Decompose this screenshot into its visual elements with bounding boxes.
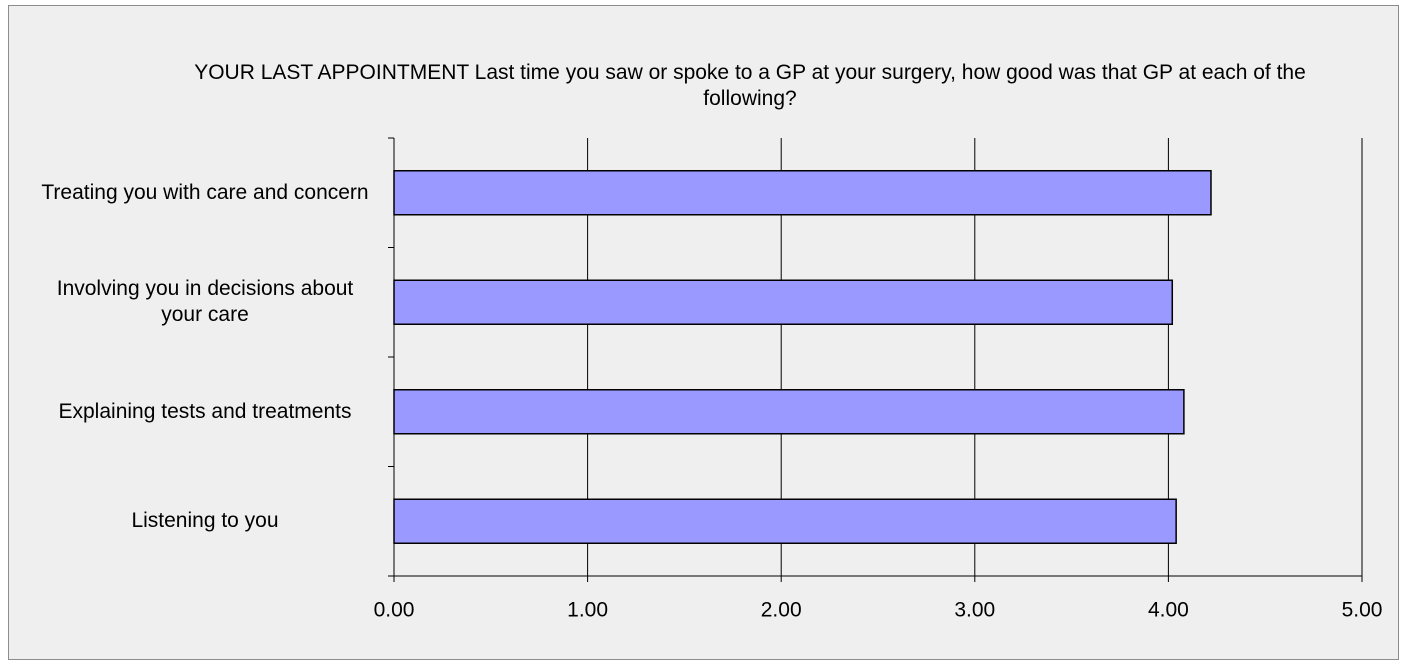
x-tick-label: 1.00 [567,599,608,622]
y-tick-label: Explaining tests and treatments [58,399,352,423]
chart-title: YOUR LAST APPOINTMENT Last time you saw … [194,61,1306,110]
bar [393,498,1177,544]
x-tick-label: 2.00 [761,599,802,622]
bar [393,279,1174,325]
x-tick-label: 0.00 [374,599,415,622]
x-tick-label: 3.00 [954,599,995,622]
bar [393,389,1185,435]
y-tick-label: Involving you in decisions about your ca… [56,277,354,327]
x-tick-label: 5.00 [1342,599,1383,622]
y-tick-label: Treating you with care and concern [41,180,369,204]
x-tick-label: 4.00 [1148,599,1189,622]
y-tick-label: Listening to you [131,509,279,533]
chart-frame [8,5,1399,660]
bar [393,170,1212,216]
